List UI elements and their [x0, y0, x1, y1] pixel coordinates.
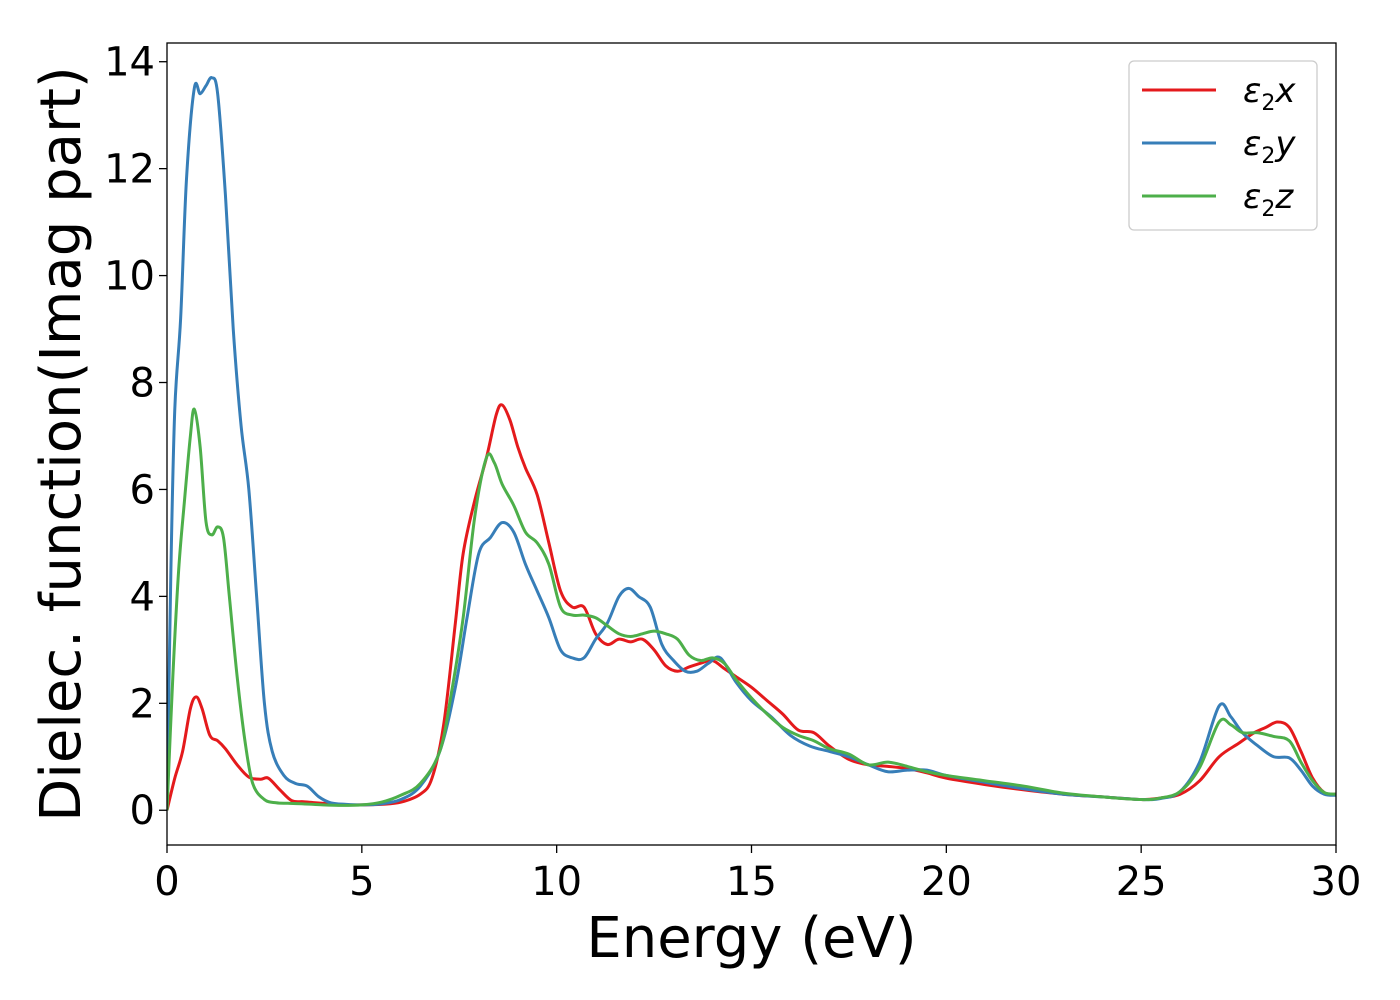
- x-tick-label: 5: [349, 859, 374, 905]
- legend: ε2x ε2y ε2z: [1128, 60, 1318, 231]
- y-tick-label: 0: [130, 788, 155, 834]
- x-tick-label: 30: [1311, 859, 1362, 905]
- y-axis-ticks: 0 2 4 6 8 10 12 14: [104, 40, 167, 834]
- y-tick-label: 12: [104, 147, 155, 193]
- x-tick-label: 15: [726, 859, 777, 905]
- legend-box: [1128, 60, 1318, 231]
- x-tick-label: 10: [531, 859, 582, 905]
- y-tick-label: 6: [130, 467, 155, 513]
- y-tick-label: 8: [130, 361, 155, 407]
- x-tick-label: 20: [921, 859, 972, 905]
- y-axis-title: Dielec. function(Imag part): [29, 66, 94, 822]
- x-axis-ticks: 0 5 10 15 20 25 30: [154, 845, 1361, 905]
- plot-lines: [167, 76, 1336, 811]
- x-tick-label: 25: [1116, 859, 1167, 905]
- series-line-z: [167, 407, 1336, 811]
- legend-label-y: ε2y: [1243, 124, 1296, 169]
- y-tick-label: 14: [104, 40, 155, 86]
- legend-label-x: ε2x: [1243, 71, 1296, 116]
- y-tick-label: 2: [130, 681, 155, 727]
- series-line-x: [167, 403, 1336, 811]
- y-tick-label: 10: [104, 254, 155, 300]
- x-tick-label: 0: [154, 859, 179, 905]
- y-tick-label: 4: [130, 574, 155, 620]
- x-axis-title: Energy (eV): [586, 906, 916, 971]
- legend-label-z: ε2z: [1243, 177, 1294, 222]
